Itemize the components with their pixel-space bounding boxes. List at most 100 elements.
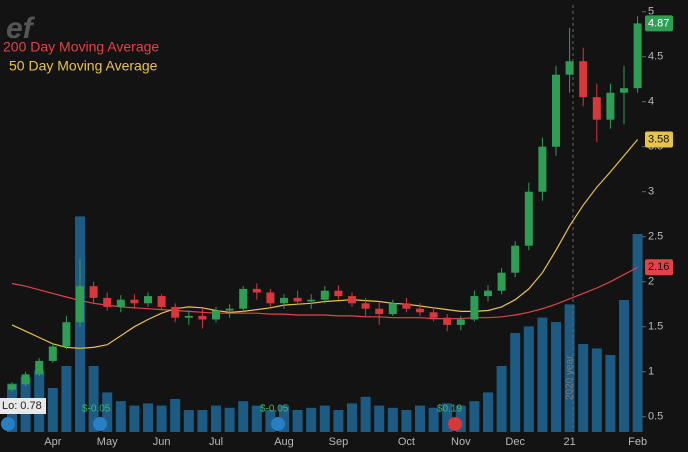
volume-bar [224, 407, 235, 432]
volume-bar [143, 403, 153, 432]
candle-body [280, 297, 288, 304]
candle-body [375, 308, 384, 315]
y-tick-label: 5 [648, 6, 654, 18]
y-tick-label: 1 [648, 366, 654, 378]
x-tick-label: 21 [563, 436, 575, 448]
event-icon [448, 417, 462, 431]
volume-bar [591, 348, 602, 432]
candle-body [252, 288, 261, 293]
x-tick-label: Jul [209, 436, 223, 448]
candle-body [144, 296, 152, 304]
y-tick-label: 4 [648, 96, 654, 108]
candle-body [198, 315, 207, 320]
candle-body [633, 23, 642, 89]
event-icon [271, 417, 285, 431]
volume-bar [415, 405, 425, 432]
volume-bar [102, 392, 113, 432]
volume-bar [360, 396, 371, 432]
legend-entry: 50 Day Moving Average [9, 58, 158, 74]
volume-bar [265, 410, 276, 432]
candle-body [76, 286, 84, 323]
candle-body [307, 299, 316, 302]
x-tick-label: May [97, 436, 118, 448]
x-tick-label: Oct [398, 436, 415, 448]
x-tick-label: Nov [451, 436, 471, 448]
candle-body [293, 297, 302, 302]
volume-bar [197, 410, 208, 432]
volume-bar [374, 405, 385, 432]
candle-body [484, 290, 492, 297]
candle-body [388, 303, 397, 315]
volume-bar [170, 399, 181, 432]
candle-body [35, 360, 44, 375]
candle-body [48, 346, 57, 361]
volume-bar [632, 234, 643, 432]
candle-body [320, 290, 329, 300]
candle-body [8, 384, 16, 390]
candle-body [171, 306, 180, 318]
candle-body [334, 290, 343, 297]
price-badge [645, 15, 673, 32]
price-badge [645, 259, 673, 276]
candle-body [116, 299, 125, 307]
candle-body [592, 97, 601, 120]
candle-body [348, 296, 356, 304]
low-label: Lo: 0.78 [2, 400, 42, 412]
volume-bar [578, 344, 589, 432]
candle-body [266, 292, 275, 304]
event-label: $-0.05 [82, 404, 111, 415]
candle-body [361, 303, 370, 309]
candle-body [620, 88, 628, 93]
moving-average-line [11, 266, 638, 320]
candle-body [511, 245, 520, 273]
year-annotation: 2020 year [565, 355, 576, 400]
volume-bar [211, 405, 221, 432]
x-tick-label: Dec [505, 436, 525, 448]
low-label-box [0, 398, 46, 414]
volume-bar [129, 405, 140, 432]
volume-bar [115, 401, 126, 432]
volume-bar [251, 405, 262, 432]
volume-bar [387, 407, 398, 432]
candle-body [416, 308, 424, 313]
candle-body [21, 374, 30, 385]
volume-bar [347, 403, 357, 432]
candle-body [429, 312, 438, 318]
y-tick-label: 0.5 [648, 411, 663, 423]
x-tick-label: Aug [274, 436, 294, 448]
low-label-text: Lo: [2, 400, 17, 412]
y-tick-label: 3 [648, 186, 654, 198]
legend-entry: 200 Day Moving Average [3, 39, 159, 55]
volume-bar [496, 366, 507, 432]
candle-body [579, 61, 588, 98]
y-tick-label: 4.5 [648, 51, 663, 63]
volume-bar [306, 407, 317, 432]
volume-bar [510, 333, 521, 432]
volume-bar [401, 410, 412, 432]
candle-body [524, 191, 533, 246]
volume-bar [442, 403, 453, 432]
y-tick-label: 1.5 [648, 321, 663, 333]
volume-bar [279, 405, 289, 432]
candle-body [565, 61, 574, 75]
y-tick-label: 2.5 [648, 231, 663, 243]
volume-bar [319, 405, 330, 432]
volume-bar [537, 317, 548, 432]
candle-body [606, 92, 615, 120]
volume-bar [183, 410, 194, 432]
candle-body [239, 288, 248, 309]
volume-bar [292, 410, 303, 432]
volume-bar [605, 355, 616, 432]
price-badge-label: 4.87 [648, 17, 669, 29]
candle-body [89, 286, 98, 298]
candle-body [538, 146, 547, 192]
volume-bar [564, 304, 575, 432]
volume-bar [47, 388, 58, 432]
price-badge [645, 131, 673, 148]
candle-body [62, 322, 71, 347]
x-tick-label: Feb [628, 436, 647, 448]
candle-body [552, 74, 560, 147]
candle-body [103, 297, 112, 307]
volume-bar [469, 401, 480, 432]
candle-body [497, 272, 506, 291]
